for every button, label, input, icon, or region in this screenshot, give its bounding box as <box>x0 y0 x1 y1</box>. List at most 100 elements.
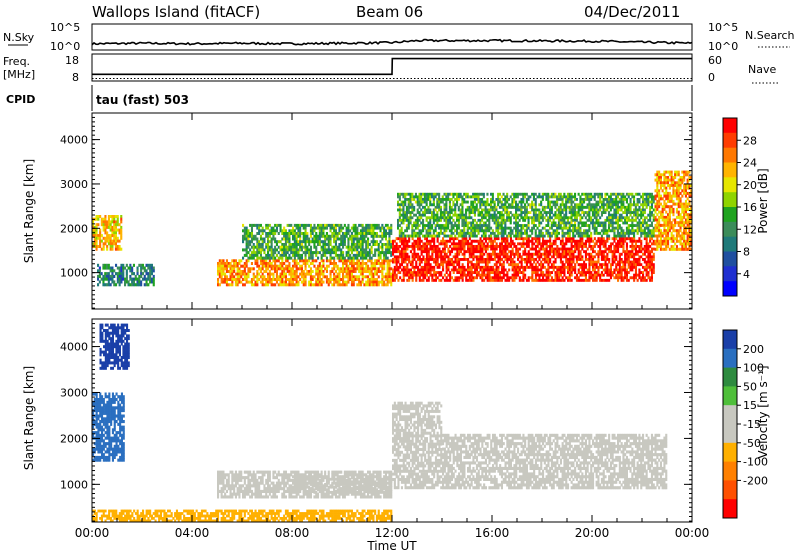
heatmap-cell <box>300 275 303 279</box>
freq-panel: Freq. [MHz] 18 8 60 0 Nave <box>3 53 778 84</box>
heatmap-cell <box>358 251 361 255</box>
heatmap-cell <box>508 245 511 248</box>
heatmap-cell <box>486 224 489 227</box>
heatmap-cell <box>463 221 466 225</box>
heatmap-cell <box>92 220 95 224</box>
heatmap-cell <box>599 239 602 243</box>
heatmap-cell <box>358 262 361 265</box>
heatmap-cell <box>275 243 278 246</box>
heatmap-cell <box>245 278 248 281</box>
heatmap-cell <box>361 223 364 227</box>
heatmap-cell <box>559 260 562 264</box>
heatmap-cell <box>259 262 262 265</box>
heatmap-cell <box>586 211 589 214</box>
heatmap-cell <box>465 218 468 222</box>
heatmap-cell <box>540 245 543 248</box>
heatmap-cell <box>475 239 478 243</box>
heatmap-cell <box>588 273 591 277</box>
heatmap-cell <box>447 192 450 196</box>
heatmap-cell <box>592 268 595 272</box>
heatmap-cell <box>113 215 116 218</box>
heatmap-cell <box>247 243 250 246</box>
heatmap-cell <box>467 268 470 272</box>
heatmap-cell <box>549 234 552 238</box>
heatmap-cell <box>472 221 475 225</box>
heatmap-cell <box>342 275 345 279</box>
heatmap-cell <box>456 278 459 282</box>
heatmap-cell <box>450 258 453 261</box>
heatmap-cell <box>579 252 582 256</box>
heatmap-cell <box>558 237 561 241</box>
heatmap-cell <box>493 273 496 277</box>
heatmap-cell <box>508 268 511 272</box>
heatmap-cell <box>470 268 473 272</box>
heatmap-cell <box>490 192 493 196</box>
heatmap-cell <box>304 232 307 235</box>
heatmap-cell <box>472 252 475 256</box>
heatmap-cell <box>568 250 571 254</box>
heatmap-cell <box>540 260 543 264</box>
heatmap-cell <box>261 248 264 252</box>
heatmap-cell <box>293 243 296 246</box>
heatmap-cell <box>302 270 305 273</box>
heatmap-cell <box>597 265 600 269</box>
heatmap-cell <box>270 226 273 230</box>
heatmap-cell <box>397 200 400 204</box>
heatmap-cell <box>272 251 275 255</box>
heatmap-cell <box>506 205 509 209</box>
heatmap-cell <box>584 278 587 282</box>
heatmap-cell <box>559 198 562 201</box>
heatmap-cell <box>572 229 575 233</box>
heatmap-cell <box>250 237 253 241</box>
heatmap-cell <box>484 200 487 204</box>
heatmap-cell <box>413 198 416 201</box>
heatmap-cell <box>522 239 525 243</box>
heatmap-cell <box>402 276 405 280</box>
heatmap-cell <box>593 205 596 209</box>
heatmap-cell <box>479 265 482 269</box>
heatmap-cell <box>568 258 571 261</box>
heatmap-cell <box>399 252 402 256</box>
heatmap-cell <box>636 273 639 277</box>
heatmap-cell <box>402 271 405 274</box>
heatmap-cell <box>498 231 501 235</box>
heatmap-cell <box>95 217 98 221</box>
heatmap-cell <box>493 234 496 238</box>
heatmap-cell <box>388 275 391 279</box>
heatmap-cell <box>400 234 403 238</box>
heatmap-cell <box>479 229 482 233</box>
heatmap-cell <box>256 245 259 249</box>
heatmap-cell <box>267 272 270 276</box>
heatmap-cell <box>615 268 618 272</box>
heatmap-cell <box>352 259 355 263</box>
heatmap-cell <box>531 192 534 196</box>
heatmap-cell <box>102 242 105 246</box>
heatmap-cell <box>277 245 280 249</box>
heatmap-cell <box>322 223 325 227</box>
heatmap-cell <box>531 239 534 243</box>
heatmap-cell <box>318 223 321 227</box>
heatmap-cell <box>524 218 527 222</box>
heatmap-cell <box>479 268 482 272</box>
heatmap-cell <box>224 267 227 271</box>
heatmap-cell <box>584 216 587 220</box>
heatmap-cell <box>536 245 539 248</box>
heatmap-cell <box>457 213 460 217</box>
heatmap-cell <box>284 280 287 284</box>
heatmap-cell <box>400 208 403 212</box>
heatmap-cell <box>370 240 373 244</box>
heatmap-cell <box>554 276 557 280</box>
heatmap-cell <box>432 229 435 233</box>
heatmap-cell <box>236 262 239 265</box>
heatmap-cell <box>461 203 464 207</box>
heatmap-cell <box>486 276 489 280</box>
heatmap-cell <box>431 216 434 220</box>
heatmap-cell <box>524 252 527 256</box>
heatmap-cell <box>320 234 323 238</box>
heatmap-cell <box>268 240 271 244</box>
heatmap-cell <box>259 280 262 284</box>
heatmap-cell <box>109 283 112 287</box>
heatmap-cell <box>250 253 253 257</box>
heatmap-cell <box>390 278 393 281</box>
heatmap-cell <box>470 195 473 199</box>
